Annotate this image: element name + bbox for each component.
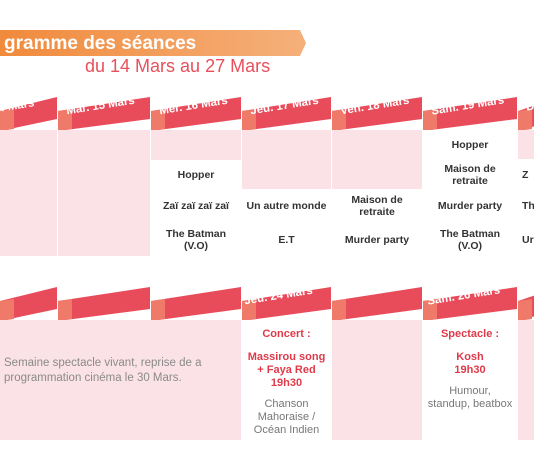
ribbon-fold: [58, 299, 72, 321]
empty-day: [518, 320, 534, 440]
ribbon-tab: [151, 97, 241, 131]
ribbon-tab: [332, 287, 422, 321]
event-time: 19h30: [454, 364, 486, 376]
ribbon-tab: [423, 97, 517, 131]
empty-day: [332, 320, 422, 440]
ribbon-tab: [0, 287, 57, 321]
event-genre: Humour, standup, beatbox: [427, 385, 513, 410]
header-banner: [0, 30, 306, 56]
film: Murder party: [332, 223, 422, 256]
film: The Batman (V.O): [423, 223, 517, 256]
film: Zaï zaï zaï zaï: [151, 190, 241, 222]
event-category: Spectacle :: [440, 328, 500, 340]
ribbon-tab: [242, 287, 331, 321]
film: E.T: [242, 223, 331, 256]
empty-slot: [151, 130, 241, 160]
ribbon-fold: [0, 109, 14, 131]
event-category: Concert :: [262, 328, 311, 340]
ribbon-fold: [518, 299, 532, 321]
film: Th: [518, 190, 534, 222]
empty-day: [58, 130, 150, 256]
header-title: gramme des séances: [4, 33, 196, 54]
film: Un autre monde: [242, 190, 331, 222]
film: Hopper: [423, 130, 517, 159]
day-label: Dim: [525, 98, 534, 114]
film: Maison de retraite: [332, 190, 422, 222]
empty-day: [0, 130, 57, 256]
ribbon-fold: [423, 299, 437, 321]
ribbon-tab: [151, 287, 241, 321]
ribbon-fold: [151, 109, 165, 131]
event-time: 19h30: [270, 377, 303, 389]
empty-slot: [242, 130, 331, 189]
empty-slot: [518, 130, 534, 159]
ribbon-fold: [518, 109, 532, 131]
ribbon-tab: [332, 97, 422, 131]
ribbon-fold: [242, 299, 256, 321]
ribbon-tab: [0, 97, 57, 131]
ribbon-fold: [332, 109, 346, 131]
empty-slot: [332, 130, 422, 189]
ribbon-fold: [0, 299, 14, 321]
ribbon-fold: [423, 109, 437, 131]
ribbon-fold: [242, 109, 256, 131]
film: Maison de retraite: [423, 160, 517, 189]
ribbon-fold: [151, 299, 165, 321]
event: Spectacle : Kosh 19h30 Humour, standup, …: [423, 320, 517, 440]
week-note: Semaine spectacle vivant, reprise de a p…: [0, 320, 241, 440]
header-subtitle: du 14 Mars au 27 Mars: [85, 56, 270, 76]
ribbon-fold: [58, 109, 72, 131]
event-title: Massirou song + Faya Red: [247, 351, 326, 376]
film: Murder party: [423, 190, 517, 222]
ribbon-tab: [58, 287, 150, 321]
event-genre: Chanson Mahoraise / Océan Indien: [253, 398, 320, 436]
ribbon-tab: [242, 97, 331, 131]
ribbon-tab: [58, 97, 150, 131]
film: The Batman (V.O): [151, 223, 241, 256]
film: Z: [518, 160, 534, 189]
event-title: Kosh: [456, 351, 484, 363]
film: Hopper: [151, 160, 241, 189]
film: Ur: [518, 223, 534, 256]
ribbon-tab: [423, 287, 517, 321]
event: Concert : Massirou song + Faya Red 19h30…: [242, 320, 331, 440]
ribbon-fold: [332, 299, 346, 321]
